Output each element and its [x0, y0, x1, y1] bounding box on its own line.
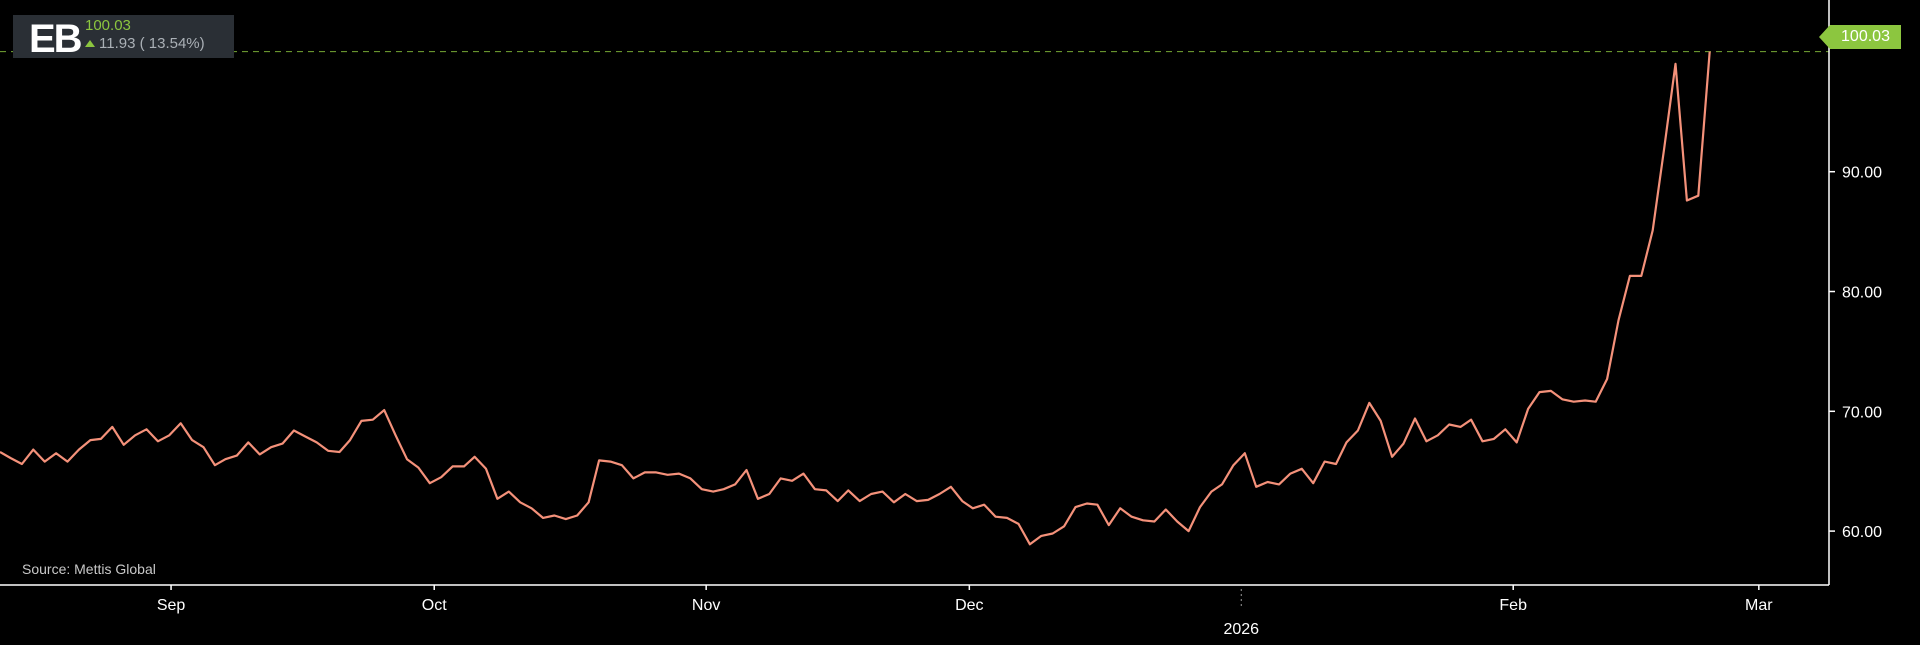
y-tick-label: 80.00: [1842, 285, 1882, 302]
x-year-label: 2026: [1223, 621, 1259, 638]
y-tick-label: 60.00: [1842, 524, 1882, 541]
ticker-change: 11.93 ( 13.54%): [85, 35, 205, 52]
y-tick-label: 70.00: [1842, 404, 1882, 421]
x-tick-label: Mar: [1745, 597, 1773, 614]
up-arrow-icon: [85, 40, 95, 47]
x-tick-label: Sep: [157, 597, 186, 614]
price-line: [0, 51, 1711, 546]
ticker-panel: EB 100.03 11.93 ( 13.54%): [13, 15, 234, 61]
x-tick-label: Oct: [422, 597, 447, 614]
ticker-symbol: EB: [29, 17, 83, 61]
x-tick-label: Dec: [955, 597, 983, 614]
source-note: Source: Mettis Global: [22, 561, 156, 577]
x-tick-label: Feb: [1499, 597, 1527, 614]
x-tick-label: Nov: [692, 597, 720, 614]
ticker-change-value: 11.93 ( 13.54%): [99, 35, 205, 52]
y-tick-label: 90.00: [1842, 165, 1882, 182]
ticker-price: 100.03: [85, 17, 131, 34]
last-price-tag: 100.03: [1819, 25, 1901, 49]
